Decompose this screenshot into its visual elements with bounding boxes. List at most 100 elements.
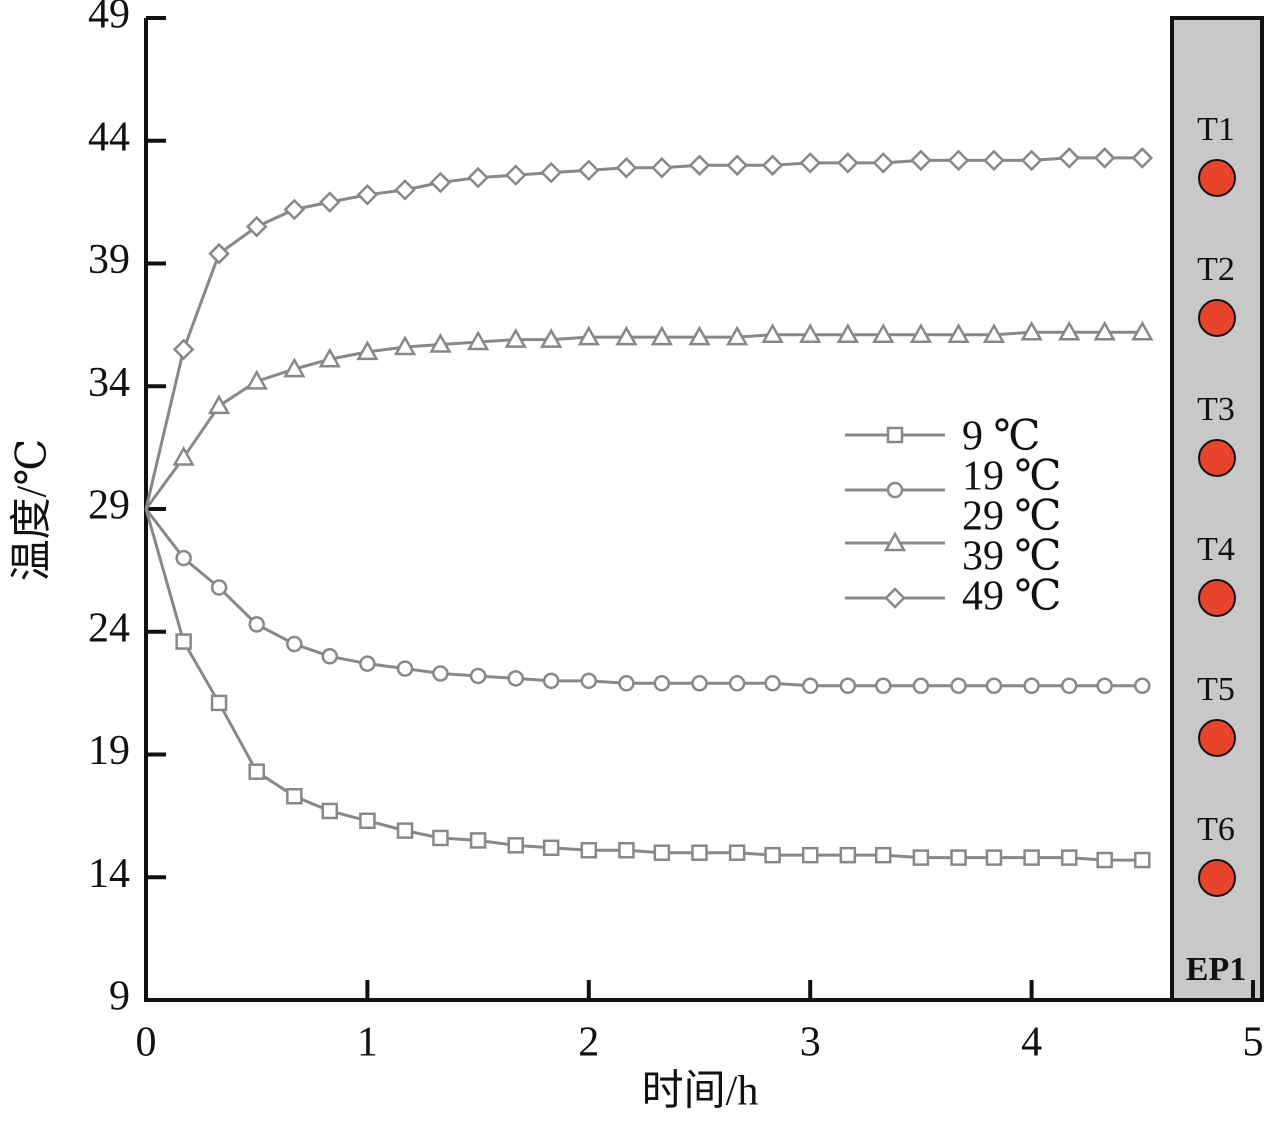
y-axis-label: 温度/℃ [10, 439, 56, 582]
sensor-label: T1 [1197, 111, 1235, 148]
legend-label: 39 ℃ [962, 534, 1061, 580]
marker [210, 694, 228, 712]
y-tick-label: 19 [88, 728, 130, 774]
marker [985, 677, 1003, 695]
marker [764, 846, 781, 864]
marker [1020, 320, 1043, 341]
y-tick-label: 49 [88, 0, 130, 38]
marker [653, 675, 671, 692]
marker [618, 675, 635, 692]
marker [909, 323, 933, 343]
y-tick-label: 24 [88, 605, 130, 651]
marker [950, 677, 967, 695]
sensor [1198, 579, 1236, 617]
marker [872, 152, 895, 174]
marker [872, 323, 895, 343]
marker [469, 832, 487, 849]
marker [540, 328, 563, 348]
x-axis-label: 时间/h [642, 1069, 759, 1115]
series-line [144, 508, 1143, 862]
marker [982, 323, 1006, 343]
marker [175, 633, 192, 650]
marker [1060, 677, 1078, 695]
marker [359, 812, 376, 830]
marker [580, 841, 598, 859]
marker [1093, 320, 1116, 341]
marker [983, 149, 1005, 172]
marker [504, 164, 527, 186]
marker [837, 152, 859, 174]
y-tick-label: 9 [109, 974, 130, 1020]
marker [1134, 851, 1151, 869]
marker [245, 369, 268, 390]
x-tick-label: 0 [136, 1020, 157, 1066]
marker [1131, 147, 1154, 169]
marker [356, 340, 379, 361]
marker [799, 152, 821, 174]
marker [839, 846, 857, 864]
marker [1093, 147, 1116, 169]
marker [985, 849, 1003, 866]
marker [726, 325, 749, 346]
sensor-label: T3 [1197, 391, 1235, 428]
sensor-label: T5 [1197, 671, 1235, 708]
marker [286, 787, 303, 805]
marker [321, 802, 339, 820]
marker [691, 844, 708, 861]
marker [1058, 320, 1081, 341]
marker [947, 323, 970, 343]
legend-label: 9 ℃ [962, 414, 1040, 460]
marker [1023, 677, 1040, 695]
marker [884, 587, 906, 609]
marker [283, 357, 306, 378]
marker [396, 660, 414, 677]
marker [1134, 677, 1151, 695]
marker [764, 675, 781, 692]
marker [839, 677, 857, 695]
x-tick-label: 3 [800, 1020, 821, 1066]
marker [172, 338, 195, 361]
marker [248, 763, 265, 780]
marker [1023, 849, 1040, 866]
marker [359, 655, 376, 672]
marker [912, 849, 930, 866]
y-tick-label: 29 [88, 483, 130, 529]
y-tick-label: 39 [88, 237, 130, 283]
sensor-label: T4 [1197, 531, 1235, 568]
marker [799, 323, 822, 343]
marker [653, 844, 671, 861]
marker [394, 179, 416, 201]
marker [208, 242, 230, 265]
marker [651, 156, 673, 179]
marker [467, 166, 489, 189]
marker [910, 149, 932, 172]
marker [1020, 149, 1043, 172]
marker [580, 672, 598, 690]
marker [836, 323, 859, 343]
marker [507, 837, 524, 854]
marker [801, 677, 819, 695]
legend-label: 29 ℃ [962, 494, 1061, 540]
x-tick-label: 5 [1243, 1020, 1264, 1066]
marker [1096, 851, 1113, 869]
marker [688, 154, 711, 177]
sensor [1198, 859, 1236, 897]
panel-label: EP1 [1186, 951, 1246, 988]
y-tick-label: 44 [88, 114, 130, 160]
marker [175, 549, 192, 567]
marker [912, 677, 930, 695]
marker [1096, 677, 1113, 695]
marker [318, 347, 341, 368]
marker [726, 154, 748, 177]
series-line [144, 508, 1143, 688]
marker [650, 325, 673, 346]
marker [248, 616, 265, 633]
marker [578, 159, 600, 181]
marker [396, 822, 414, 839]
marker [691, 675, 708, 692]
marker [728, 844, 746, 861]
sensor [1198, 439, 1236, 477]
sensor [1198, 299, 1236, 337]
marker [469, 667, 487, 685]
